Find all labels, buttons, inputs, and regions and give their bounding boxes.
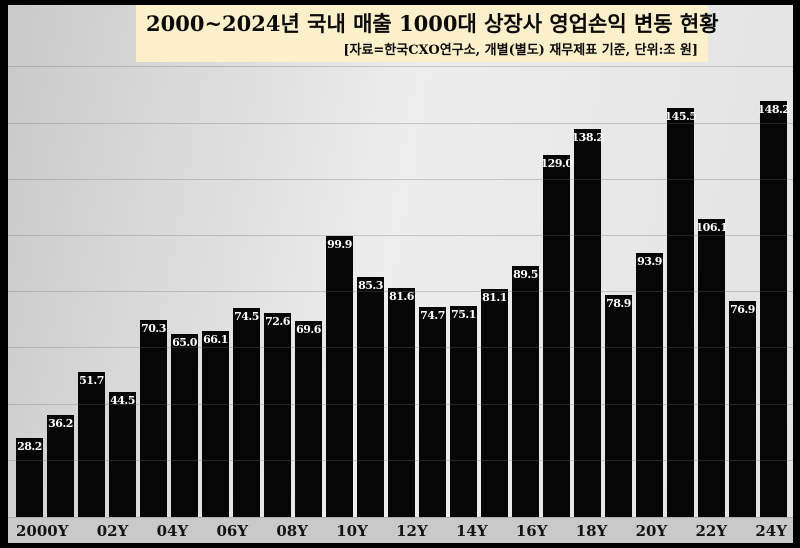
bar-value-label: 78.9	[606, 297, 631, 311]
x-axis-tick-label: 04Y	[156, 522, 189, 540]
x-axis-tick-label: 10Y	[336, 522, 368, 540]
bar: 44.5	[109, 392, 136, 517]
bar-value-label: 36.2	[48, 417, 73, 431]
chart-subtitle: [자료=한국CXO연구소, 개별(별도) 재무제표 기준, 단위:조 원]	[343, 43, 698, 58]
bar-value-label: 75.1	[451, 308, 476, 321]
bar: 69.6	[295, 321, 322, 517]
bar: 51.7	[78, 371, 105, 517]
x-axis-tick-label: 14Y	[456, 522, 488, 540]
tick-slot: 20Y	[636, 521, 668, 540]
x-axis-tick-label: 08Y	[276, 522, 308, 540]
x-axis: 2000Y 02Y 04Y 06Y 08Y 10Y 12Y 14Y 16Y 18Y 20Y 22Y 24…	[8, 517, 793, 543]
bar-value-label: 81.1	[482, 291, 507, 305]
bar: 75.1	[450, 306, 477, 517]
x-axis-tick-label: 2000Y	[16, 522, 69, 540]
tick-slot: 04Y	[157, 521, 189, 540]
bar-value-label: 65.0	[172, 336, 197, 350]
bar-value-label: 81.6	[389, 289, 414, 303]
bar: 76.9	[729, 300, 756, 517]
bar: 148.2	[757, 100, 790, 517]
tick-slot: 06Y	[217, 521, 249, 540]
bar: 81.1	[481, 289, 508, 517]
x-axis-tick-label: 18Y	[575, 522, 608, 540]
bar: 81.6	[388, 287, 415, 517]
bar-value-label: 106.1	[695, 220, 728, 234]
bar-value-label: 66.1	[203, 333, 228, 347]
bar: 129.0	[540, 154, 573, 517]
bar-value-label: 76.9	[730, 302, 755, 316]
x-axis-tick-label: 16Y	[515, 522, 548, 540]
x-axis-tick-label: 02Y	[96, 522, 129, 540]
title-box: 2000~2024년 국내 매출 1000대 상장사 영업손익 변동 현황 [자…	[136, 5, 719, 62]
tick-slot: 24Y	[755, 521, 787, 540]
x-axis-tick-label: 06Y	[216, 522, 249, 540]
tick-slot: 2000Y	[16, 521, 68, 540]
bar-value-label: 51.7	[79, 373, 104, 387]
bar-value-label: 93.9	[637, 255, 662, 269]
bar-value-label: 28.2	[17, 439, 42, 453]
bar: 70.3	[140, 319, 167, 517]
x-axis-tick-label: 20Y	[635, 522, 668, 540]
bar: 78.9	[605, 295, 632, 517]
tick-slot: 16Y	[516, 521, 548, 540]
bar-value-label: 69.6	[296, 323, 321, 337]
chart-area: 2000~2024년 국내 매출 1000대 상장사 영업손익 변동 현황 [자…	[8, 5, 793, 543]
bar-value-label: 70.3	[141, 321, 166, 335]
x-axis-ticks: 2000Y 02Y 04Y 06Y 08Y 10Y 12Y 14Y 16Y 18Y 20Y 22Y 24…	[16, 518, 787, 543]
tick-slot: 12Y	[396, 521, 428, 540]
bar-value-label: 145.5	[664, 110, 697, 124]
tick-slot: 02Y	[97, 521, 129, 540]
bar: 138.2	[571, 128, 604, 517]
bar-value-label: 74.5	[234, 309, 259, 323]
x-axis-tick-label: 22Y	[695, 522, 728, 540]
bar: 65.0	[171, 334, 198, 517]
bar: 85.3	[357, 277, 384, 517]
x-axis-tick-label: 12Y	[396, 522, 428, 540]
bar: 89.5	[512, 265, 539, 517]
bar-value-label: 129.0	[540, 156, 573, 170]
bar-value-label: 72.6	[265, 315, 290, 328]
bar: 99.9	[326, 236, 353, 517]
tick-slot: 08Y	[276, 521, 308, 540]
chart-title: 2000~2024년 국내 매출 1000대 상장사 영업손익 변동 현황	[146, 11, 719, 36]
bar: 36.2	[47, 415, 74, 517]
bar: 145.5	[664, 108, 697, 517]
bar-value-label: 138.2	[571, 130, 604, 144]
bar: 72.6	[264, 313, 291, 517]
tick-slot: 22Y	[696, 521, 728, 540]
bar-value-label: 74.7	[420, 309, 445, 323]
x-axis-tick-label: 24Y	[755, 522, 787, 540]
bar-value-label: 99.9	[327, 238, 352, 252]
bar: 66.1	[202, 331, 229, 517]
bar: 74.5	[233, 307, 260, 517]
tick-slot: 18Y	[576, 521, 608, 540]
bar-value-label: 85.3	[358, 279, 383, 293]
tick-slot: 14Y	[456, 521, 488, 540]
bar: 106.1	[695, 218, 728, 517]
bar: 28.2	[16, 437, 43, 517]
bar: 74.7	[419, 307, 446, 517]
bars: 28.2 36.2 51.7 44.5 70.3 65.0 66.1 74.5 72.6 69.6…	[16, 5, 790, 517]
bar-value-label: 148.2	[757, 102, 790, 116]
bar-value-label: 89.5	[513, 267, 538, 281]
bar-value-label: 44.5	[110, 394, 135, 407]
bar: 93.9	[636, 253, 663, 517]
tick-slot: 10Y	[336, 521, 368, 540]
